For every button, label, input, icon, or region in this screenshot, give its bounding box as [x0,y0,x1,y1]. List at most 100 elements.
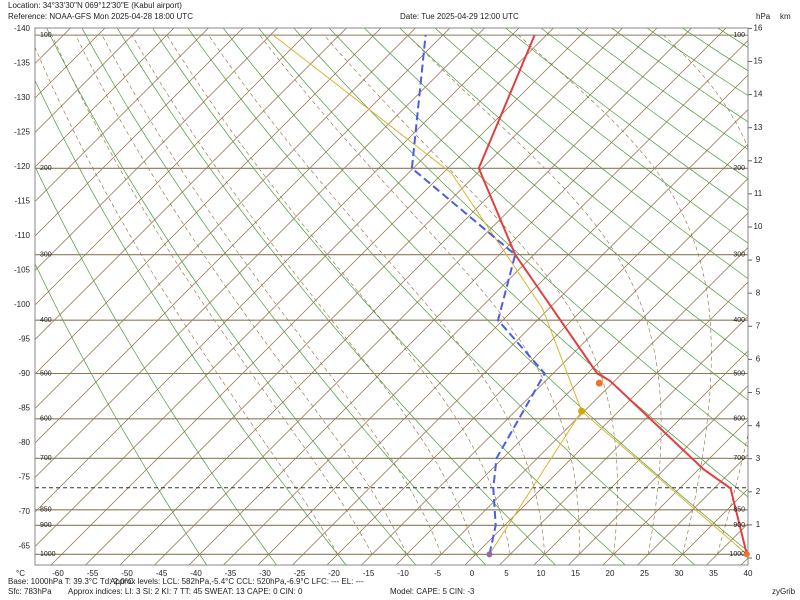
pressure-label-right: 200 [733,165,745,172]
dry-adiabat [116,28,556,565]
x-tick-label: -40 [190,569,202,578]
km-tick-label: 4 [756,421,761,430]
x-tick-label: -5 [434,569,442,578]
isotherm [35,28,485,478]
dry-adiabat [363,28,748,358]
pressure-label-left: 850 [40,507,52,514]
dry-adiabat [328,28,748,401]
isotherm [35,28,451,444]
isotherm [602,419,748,565]
temperature-line [477,34,748,555]
km-unit: km [780,12,791,21]
pressure-label-right: 900 [733,522,745,529]
isotherm [223,40,748,565]
km-tick-label: 13 [754,123,763,132]
isotherm [35,28,175,168]
footer-base: Base: 1000hPa T: 39.3°C Td: 2.0°C [8,577,134,586]
isotherm [35,28,140,133]
isotherm [533,350,748,565]
left-tick-label: -85 [18,404,30,413]
x-tick-label: 40 [744,569,753,578]
pressure-label-right: 300 [733,252,745,259]
left-tick-label: -115 [15,197,31,206]
isotherm [637,454,748,565]
dry-adiabat [35,263,208,565]
mixing-line [489,410,583,555]
left-tick-label: -140 [14,24,31,33]
km-tick-label: 11 [754,189,763,198]
moist-adiabat [131,34,476,555]
dry-adiabat [81,28,487,565]
pressure-label-left: 700 [40,455,52,462]
isotherm [464,281,748,565]
pressure-label-right: 700 [733,455,745,462]
km-tick-label: 8 [756,288,761,297]
isotherm [361,178,748,565]
isotherm [35,28,416,409]
isotherm [499,316,748,565]
surface-dewpoint [486,551,493,558]
x-tick-label: -10 [397,569,409,578]
dry-adiabat [293,28,748,448]
x-tick-label: -50 [121,569,133,578]
dry-adiabat [46,28,417,565]
reference: Reference: NOAA-GFS Mon 2025-04-28 18:00… [8,12,193,21]
pressure-label-left: 1000 [40,551,56,558]
km-tick-label: 9 [756,255,761,264]
isotherm [119,28,658,565]
km-tick-label: 12 [754,156,763,165]
location: Location: 34°33'30"N 069°12'30"E (Kabul … [8,1,182,10]
left-tick-label: -125 [14,128,31,137]
hpa-unit: hPa [756,12,771,21]
pressure-label-left: 900 [40,522,52,529]
km-tick-label: 6 [756,355,761,364]
pressure-label-left: 100 [40,32,52,39]
isotherm [35,28,209,202]
km-tick-label: 16 [754,24,763,33]
pressure-label-left: 600 [40,416,52,423]
dry-adiabat [35,165,277,565]
x-tick-label: 20 [606,569,615,578]
dry-adiabat [434,28,748,280]
x-tick-label: 25 [640,569,649,578]
footer-model: Model: CAPE: 5 CIN: -3 [390,587,475,596]
x-tick-label: 30 [675,569,684,578]
km-tick-label: 14 [754,90,763,99]
left-tick-label: -75 [18,473,30,482]
km-tick-label: 0 [756,553,761,562]
isotherm [188,28,727,565]
isotherm [35,28,278,271]
isotherm [35,28,520,513]
left-tick-label: -80 [18,438,30,447]
left-tick-label: -105 [14,266,31,275]
isotherm [257,74,748,565]
plot-frame [34,27,749,566]
dry-adiabat [35,79,347,565]
pressure-label-right: 500 [733,370,745,377]
isotherm [395,212,748,565]
pressure-label-right: 850 [733,507,745,514]
x-tick-label: 0 [470,569,475,578]
km-tick-label: 2 [756,487,761,496]
plot-area [35,28,748,565]
pressure-label-left: 300 [40,252,52,259]
x-tick-label: 10 [537,569,546,578]
km-tick-label: 3 [756,454,761,463]
moist-adiabat [101,34,442,555]
footer-levels: Approx levels: LCL: 582hPa,-5.4°C CCL: 5… [110,577,364,586]
x-tick-label: -15 [363,569,375,578]
left-tick-label: -70 [18,507,30,516]
x-tick-label: 5 [504,569,509,578]
isotherm [430,247,748,565]
isotherm [326,143,748,565]
date: Date: Tue 2025-04-29 12:00 UTC [400,12,519,21]
isotherm [50,28,589,565]
isotherm [35,28,313,306]
surface-temperature [743,551,750,558]
km-tick-label: 15 [754,57,763,66]
left-tick-label: -110 [15,231,31,240]
x-tick-label: -45 [156,569,168,578]
parcel-line [272,34,748,555]
km-tick-label: 10 [754,222,763,231]
